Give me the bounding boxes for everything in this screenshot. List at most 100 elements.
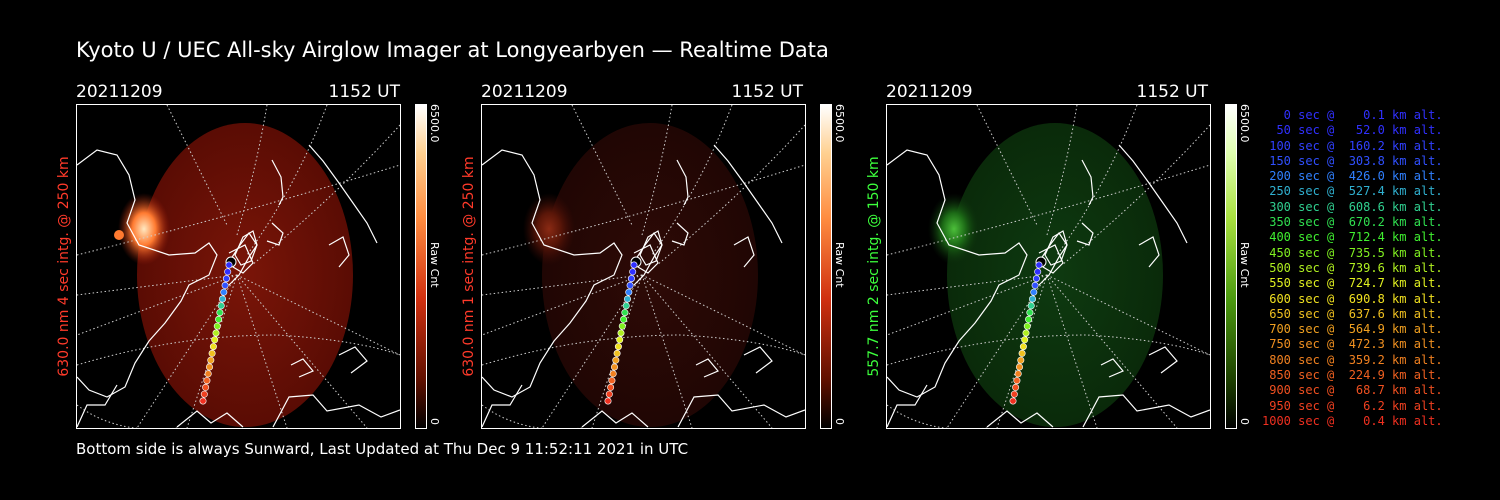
grid-line [651,105,733,256]
grid-line [1046,274,1178,428]
grid-line [77,274,238,296]
trajectory-point [207,356,215,364]
coastline [676,159,689,206]
colorbar-max: 6500.0 [1238,104,1251,143]
coastline [482,384,523,428]
trajectory-legend-item: 350 sec @ 670.2 km alt. [1262,215,1443,230]
grid-line [77,334,400,366]
trajectory-point [617,329,625,337]
grid-line [136,274,238,428]
grid-line [1046,274,1098,428]
trajectory-point [200,390,208,398]
trajectory-legend-item: 900 sec @ 68.7 km alt. [1262,383,1443,398]
grid-line [887,274,1048,296]
coastline [266,222,284,246]
panel-ylabel: 630.0 nm 1 sec intg. @ 250 km [461,156,477,377]
coastline [77,149,218,398]
coastline [308,144,378,244]
trajectory-point [1034,268,1042,276]
coastline [695,358,719,378]
coastline [1082,394,1210,428]
grid-line [482,404,582,428]
trajectory-point [225,261,233,269]
trajectory-point [626,281,634,289]
trajectory-point [607,383,615,391]
trajectory-point [622,302,630,310]
colorbar-min: 0 [428,418,441,425]
coastline [228,244,254,274]
trajectory-legend-item: 250 sec @ 527.4 km alt. [1262,184,1443,199]
trajectory-point [213,322,221,330]
coastline [633,244,659,274]
grid-line [641,274,773,428]
allsky-image [481,104,806,429]
trajectory-point [1022,329,1030,337]
coastline [1038,244,1064,274]
panel-time: 1152 UT [328,82,401,102]
trajectory-point [220,288,228,296]
trajectory-legend-item: 650 sec @ 637.6 km alt. [1262,306,1443,321]
trajectory-point [627,275,635,283]
trajectory-point [1032,275,1040,283]
trajectory-point [1030,288,1038,296]
coastline [986,410,1054,428]
trajectory-point [613,349,621,357]
trajectory-legend-item: 750 sec @ 472.3 km alt. [1262,337,1443,352]
aurora-hotspot [523,193,575,265]
coastline [77,384,118,428]
trajectory-point [1035,261,1043,269]
trajectory-point [1021,336,1029,344]
trajectory-point [1019,343,1027,351]
trajectory-point [208,349,216,357]
coastline [1148,346,1178,374]
coastline [234,230,258,266]
airglow-field [542,123,758,427]
trajectory-point [222,275,230,283]
grid-line [946,274,1048,428]
trajectory-point [1026,309,1034,317]
colorbar [1225,104,1237,429]
coastline [1118,144,1188,244]
trajectory-point [1025,315,1033,323]
trajectory-point [618,322,626,330]
colorbar-min: 0 [1238,418,1251,425]
panel-ylabel: 557.7 nm 2 sec intg. @ 150 km [866,156,882,377]
trajectory-point [216,309,224,317]
panel-ylabel: 630.0 nm 4 sec intg. @ 250 km [56,156,72,377]
trajectory-point [1018,349,1026,357]
grid-line [1056,105,1138,256]
coastline [733,236,755,268]
trajectory-legend-item: 50 sec @ 52.0 km alt. [1262,123,1443,138]
coastline [1138,236,1160,268]
trajectory-legend-item: 600 sec @ 690.8 km alt. [1262,291,1443,306]
trajectory-legend-item: 100 sec @ 160.2 km alt. [1262,138,1443,153]
coastline [743,346,773,374]
panel-date: 20211209 [481,82,568,102]
page-title: Kyoto U / UEC All-sky Airglow Imager at … [76,38,829,62]
panel-time: 1152 UT [731,82,804,102]
trajectory-point [215,315,223,323]
coastline [1081,159,1094,206]
trajectory-point [1010,390,1018,398]
trajectory-point [1027,302,1035,310]
trajectory-point [608,377,616,385]
trajectory-point [203,377,211,385]
aurora-hotspot [928,193,980,265]
trajectory-legend-item: 0 sec @ 0.1 km alt. [1262,108,1443,122]
coastline [271,159,284,206]
colorbar [820,104,832,429]
trajectory-point [1013,377,1021,385]
trajectory-point [630,261,638,269]
trajectory-point [629,268,637,276]
trajectory-point [614,343,622,351]
coastline [290,358,314,378]
allsky-image [886,104,1211,429]
trajectory-point [616,336,624,344]
coastline [338,346,368,374]
airglow-field [947,123,1163,427]
trajectory-point [204,370,212,378]
trajectory-legend: 0 sec @ 0.1 km alt. 50 sec @ 52.0 km alt… [1262,108,1443,429]
trajectory-legend-item: 450 sec @ 735.5 km alt. [1262,245,1443,260]
trajectory-point [202,383,210,391]
coastline [1100,358,1124,378]
